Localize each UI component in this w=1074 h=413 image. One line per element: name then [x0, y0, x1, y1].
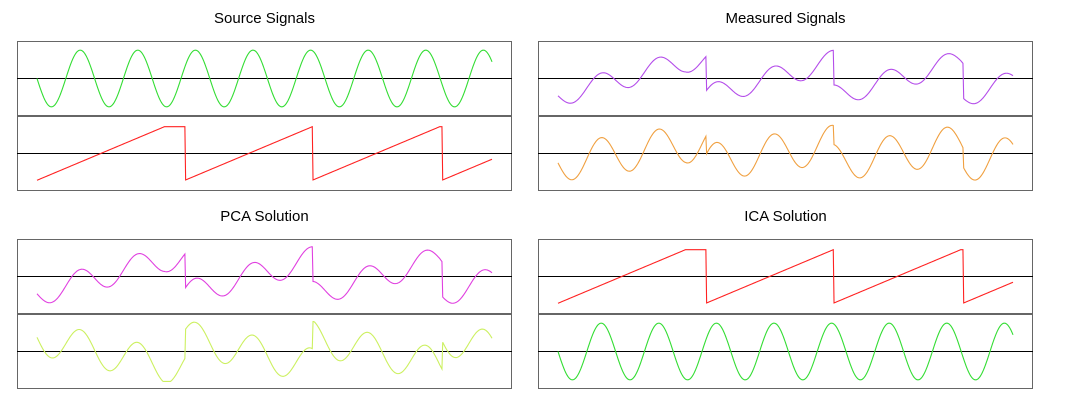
chart-title-pca: PCA Solution [220, 208, 309, 225]
chart-title-source: Source Signals [214, 10, 315, 27]
series-line [557, 248, 1014, 304]
series-line [36, 49, 493, 108]
series-line [36, 246, 493, 304]
series-line [557, 49, 1014, 105]
series-line [557, 322, 1014, 381]
chart-ica-solution [538, 239, 1033, 389]
chart-title-ica: ICA Solution [744, 208, 827, 225]
series-line [36, 125, 493, 181]
chart-title-measured: Measured Signals [725, 10, 846, 27]
series-line [557, 124, 1014, 181]
chart-measured-signals [538, 41, 1033, 191]
chart-source-signals [17, 41, 512, 191]
chart-pca-solution [17, 239, 512, 389]
series-line [36, 321, 493, 382]
